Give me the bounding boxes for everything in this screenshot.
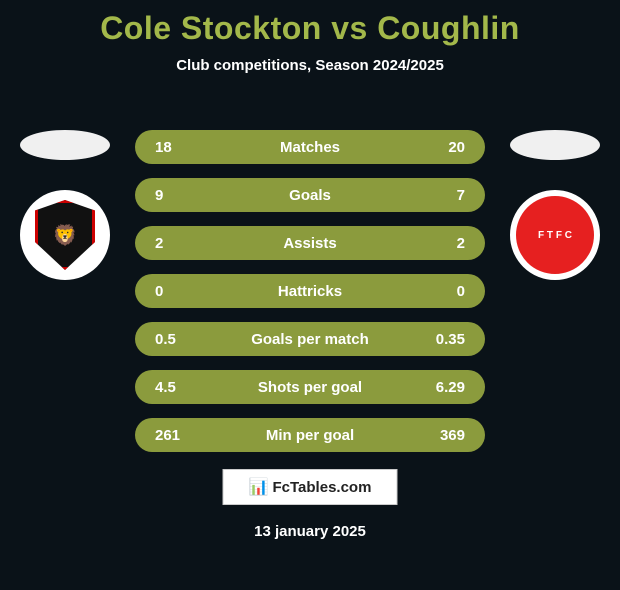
- right-flag-icon: [510, 130, 600, 160]
- stats-table: 18 Matches 20 9 Goals 7 2 Assists 2 0 Ha…: [135, 130, 485, 452]
- badge-text: F T F C: [538, 230, 572, 241]
- stat-row-min-per-goal: 261 Min per goal 369: [135, 418, 485, 452]
- fctables-link[interactable]: 📊 FcTables.com: [223, 469, 398, 505]
- stat-row-shots-per-goal: 4.5 Shots per goal 6.29: [135, 370, 485, 404]
- right-player-column: F T F C: [500, 130, 610, 280]
- left-player-column: 🦁: [10, 130, 120, 280]
- stat-right-value: 0: [405, 283, 465, 300]
- stat-label: Min per goal: [215, 427, 405, 444]
- stat-right-value: 6.29: [405, 379, 465, 396]
- stat-label: Assists: [215, 235, 405, 252]
- stat-left-value: 0.5: [155, 331, 215, 348]
- stat-right-value: 20: [405, 139, 465, 156]
- stat-left-value: 9: [155, 187, 215, 204]
- left-flag-icon: [20, 130, 110, 160]
- page-subtitle: Club competitions, Season 2024/2025: [0, 57, 620, 74]
- left-team-badge: 🦁: [20, 190, 110, 280]
- chart-icon: 📊: [249, 477, 269, 497]
- stat-row-hattricks: 0 Hattricks 0: [135, 274, 485, 308]
- stat-label: Goals per match: [215, 331, 405, 348]
- stat-left-value: 18: [155, 139, 215, 156]
- stat-label: Goals: [215, 187, 405, 204]
- stat-label: Hattricks: [215, 283, 405, 300]
- stat-row-goals: 9 Goals 7: [135, 178, 485, 212]
- stat-row-assists: 2 Assists 2: [135, 226, 485, 260]
- stat-left-value: 2: [155, 235, 215, 252]
- page-title: Cole Stockton vs Coughlin: [0, 10, 620, 47]
- stat-right-value: 2: [405, 235, 465, 252]
- stat-label: Matches: [215, 139, 405, 156]
- stat-row-goals-per-match: 0.5 Goals per match 0.35: [135, 322, 485, 356]
- brand-text: FcTables.com: [273, 479, 372, 496]
- stat-right-value: 7: [405, 187, 465, 204]
- stat-row-matches: 18 Matches 20: [135, 130, 485, 164]
- stat-left-value: 4.5: [155, 379, 215, 396]
- stat-right-value: 0.35: [405, 331, 465, 348]
- right-team-badge: F T F C: [510, 190, 600, 280]
- stat-right-value: 369: [405, 427, 465, 444]
- footer-date: 13 january 2025: [0, 523, 620, 540]
- stat-left-value: 261: [155, 427, 215, 444]
- shield-icon: 🦁: [35, 200, 95, 270]
- stat-left-value: 0: [155, 283, 215, 300]
- stat-label: Shots per goal: [215, 379, 405, 396]
